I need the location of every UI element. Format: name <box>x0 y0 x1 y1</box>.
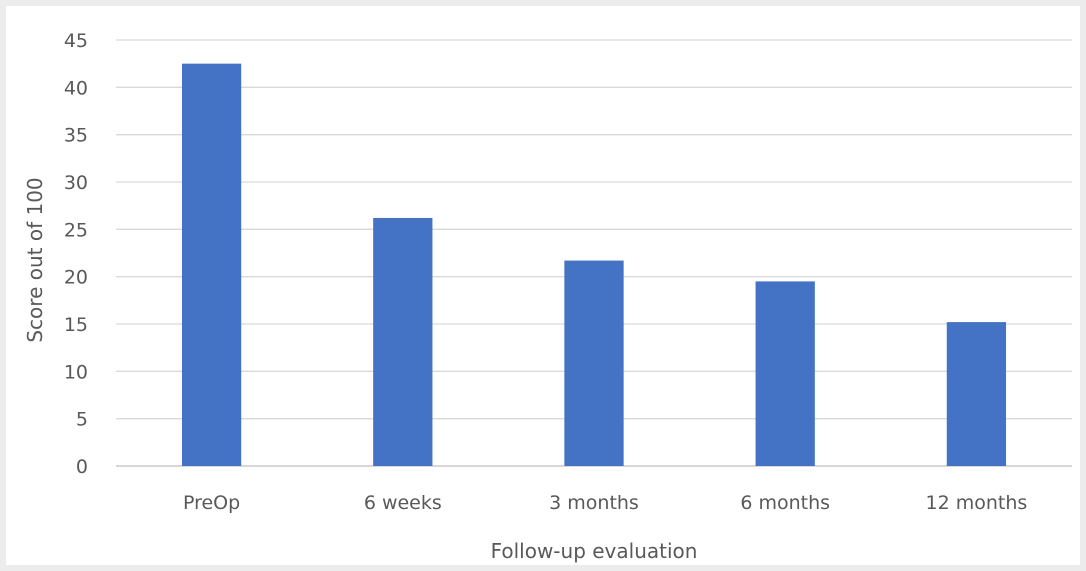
bar <box>946 322 1007 466</box>
bar <box>564 260 624 466</box>
y-tick-label: 45 <box>64 30 88 52</box>
bar <box>373 217 433 466</box>
y-tick-label: 5 <box>76 409 88 431</box>
bar <box>755 281 815 466</box>
y-axis-title: Score out of 100 <box>23 177 47 342</box>
y-tick-label: 25 <box>64 219 88 241</box>
chart-frame: 0 5 10 15 20 25 30 35 40 45 PreOp 6 weeks 3 months 6… <box>6 6 1080 565</box>
y-tick-label: 10 <box>64 361 88 383</box>
x-tick-label: 6 weeks <box>364 492 442 514</box>
x-tick-label: 6 months <box>740 492 830 514</box>
bars <box>181 63 1007 467</box>
y-tick-label: 30 <box>64 172 88 194</box>
x-axis-title: Follow-up evaluation <box>491 539 698 563</box>
x-tick-label: 3 months <box>549 492 639 514</box>
y-axis-ticks: 0 5 10 15 20 25 30 35 40 45 <box>64 30 88 478</box>
x-axis-ticks: PreOp 6 weeks 3 months 6 months 12 months <box>183 492 1027 514</box>
y-tick-label: 20 <box>64 267 88 289</box>
y-tick-label: 40 <box>64 77 88 99</box>
bar <box>181 63 242 467</box>
bar-chart: 0 5 10 15 20 25 30 35 40 45 PreOp 6 weeks 3 months 6… <box>23 30 1072 563</box>
y-tick-label: 15 <box>64 314 88 336</box>
y-tick-label: 0 <box>76 456 88 478</box>
x-tick-label: 12 months <box>926 492 1028 514</box>
x-tick-label: PreOp <box>183 492 240 514</box>
y-tick-label: 35 <box>64 125 88 147</box>
